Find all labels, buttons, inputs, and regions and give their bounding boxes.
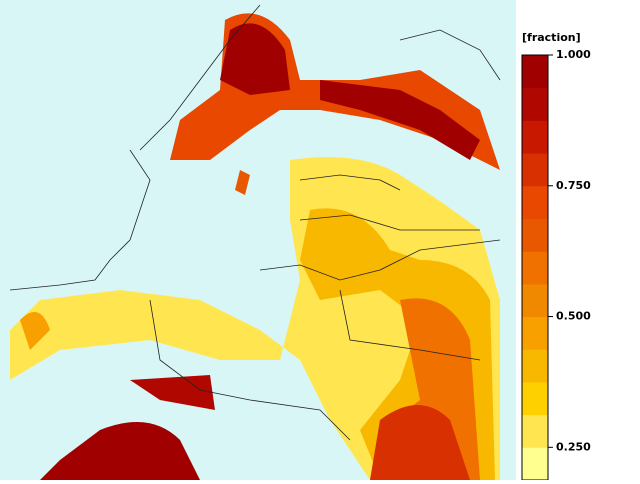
colorbar-band [522,87,548,121]
colorbar-tick-label: 1.000 [556,48,591,61]
colorbar-tick-label: 0.500 [556,310,591,323]
colorbar-band [522,349,548,383]
colorbar-band [522,414,548,448]
fraction-field [10,13,500,481]
colorbar-band [522,218,548,252]
colorbar-band [522,120,548,154]
colorbar-band [522,251,548,285]
colorbar-tick-label: 0.250 [556,440,591,453]
colorbar-band [522,381,548,416]
colorbar-band [522,316,548,350]
colorbar-label: [fraction] [522,31,581,44]
colorbar-band [522,185,548,219]
colorbar-band [522,153,548,187]
colorbar-tick-label: 0.750 [556,179,591,192]
colorbar-band [522,283,548,318]
borders [9,4,501,441]
colorbar-band [522,55,548,89]
colorbar-band [522,447,548,481]
